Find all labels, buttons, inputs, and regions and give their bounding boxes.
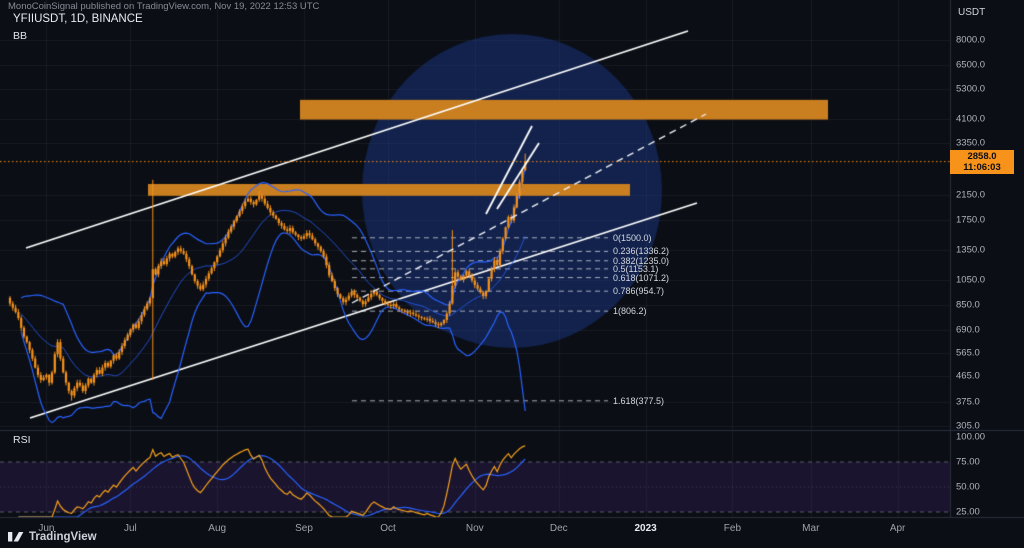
time-axis-label: Nov xyxy=(465,523,484,534)
symbol-legend[interactable]: YFIIUSDT, 1D, BINANCE xyxy=(13,13,143,25)
time-axis-label: Jun xyxy=(38,523,55,534)
fib-level-label: 0.382(1235.0) xyxy=(613,255,670,266)
rsi-tick-label: 25.00 xyxy=(956,506,980,518)
price-tick-label: 565.0 xyxy=(956,347,980,359)
price-tick-label: 3350.0 xyxy=(956,137,986,149)
publication-attribution: MonoCoinSignal published on TradingView.… xyxy=(8,1,320,12)
price-tick-label: 850.0 xyxy=(956,299,980,311)
tradingview-logo-icon xyxy=(8,532,24,542)
bar-countdown-timer: 11:06:03 xyxy=(963,162,1001,174)
price-tick-label: 305.0 xyxy=(956,420,980,432)
price-tick-label: 465.0 xyxy=(956,370,980,382)
time-axis-label: Jul xyxy=(123,523,137,534)
last-price-badge: 2858.0 11:06:03 xyxy=(950,150,1014,175)
price-tick-label: 8000.0 xyxy=(956,34,986,46)
time-axis-label: Apr xyxy=(889,523,906,534)
price-tick-label: 6500.0 xyxy=(956,59,986,71)
rsi-tick-label: 75.00 xyxy=(956,456,980,468)
time-axis-label: Aug xyxy=(208,523,227,534)
price-tick-label: 5300.0 xyxy=(956,83,986,95)
fib-level-label: 0.618(1071.2) xyxy=(613,272,670,283)
tradingview-logo[interactable]: TradingView xyxy=(8,530,97,543)
price-tick-label: 690.0 xyxy=(956,324,980,336)
tradingview-logo-text: TradingView xyxy=(29,530,97,543)
fib-level-label: 0.236(1336.2) xyxy=(613,246,670,257)
price-tick-label: 1050.0 xyxy=(956,274,986,286)
price-scale-currency-label: USDT xyxy=(958,7,986,18)
time-axis-label: Dec xyxy=(549,523,568,534)
fib-level-label: 0(1500.0) xyxy=(613,232,652,243)
last-price-value: 2858.0 xyxy=(967,151,997,163)
time-axis-label: Oct xyxy=(380,523,396,534)
fib-level-label: 0.5(1153.1) xyxy=(613,263,659,274)
time-axis-label: 2023 xyxy=(634,523,657,534)
fib-level-label: 1(806.2) xyxy=(613,306,647,317)
price-tick-label: 1750.0 xyxy=(956,214,986,226)
price-tick-label: 375.0 xyxy=(956,396,980,408)
time-axis-label: Sep xyxy=(295,523,313,534)
price-tick-label: 2150.0 xyxy=(956,189,986,201)
fib-level-label: 1.618(377.5) xyxy=(613,395,665,406)
rsi-tick-label: 100.00 xyxy=(956,431,986,443)
fib-level-label: 0.786(954.7) xyxy=(613,286,665,297)
price-tick-label: 1350.0 xyxy=(956,244,986,256)
rsi-indicator-legend[interactable]: RSI xyxy=(13,434,31,446)
time-axis-label: Feb xyxy=(723,523,742,534)
bb-indicator-legend[interactable]: BB xyxy=(13,30,28,42)
rsi-tick-label: 50.00 xyxy=(956,481,980,493)
price-tick-label: 4100.0 xyxy=(956,113,986,125)
time-axis-label: Mar xyxy=(802,523,820,534)
